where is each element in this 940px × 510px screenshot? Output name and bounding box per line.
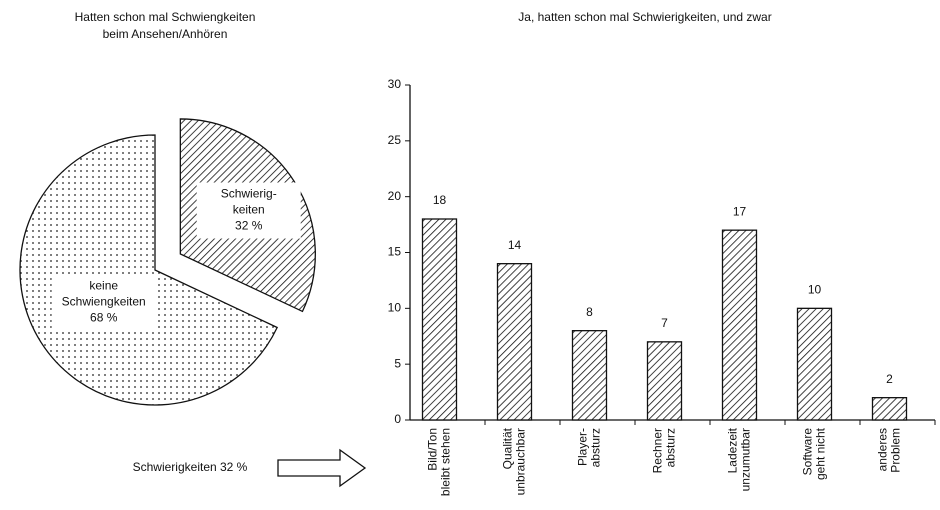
data-label: 7 <box>661 316 668 330</box>
data-label: 18 <box>433 193 447 207</box>
x-tick-label: unzumutbar <box>739 428 753 491</box>
slice-label: keine <box>89 279 118 293</box>
chart-title: Hatten schon mal Schwiengkeiten <box>75 10 256 24</box>
y-tick-label: 30 <box>388 77 402 91</box>
slice-value-label: 32 % <box>235 219 263 233</box>
chart-title: beim Ansehen/Anhören <box>103 27 228 41</box>
y-tick-label: 10 <box>388 301 402 315</box>
y-tick-label: 15 <box>388 245 402 259</box>
bar <box>496 263 533 421</box>
x-tick-label: geht nicht <box>814 427 828 480</box>
x-tick-label: absturz <box>589 428 603 467</box>
slice-label: Schwiengkeiten <box>62 295 146 309</box>
label-background <box>196 182 301 239</box>
x-tick-label: Qualität <box>501 427 515 469</box>
bar <box>871 397 908 421</box>
slice-label: keiten <box>233 203 265 217</box>
bar <box>571 330 608 421</box>
data-label: 14 <box>508 238 522 252</box>
slice-value-label: 68 % <box>90 311 118 325</box>
x-tick-label: absturz <box>664 428 678 467</box>
data-label: 17 <box>733 204 747 218</box>
bar <box>796 307 833 421</box>
data-label: 8 <box>586 305 593 319</box>
y-tick-label: 25 <box>388 133 402 147</box>
annotation: Schwierigkeiten 32 % <box>133 460 248 474</box>
x-tick-label: Problem <box>889 428 903 473</box>
x-tick-label: Rechner <box>651 428 665 473</box>
bar <box>646 341 683 421</box>
x-tick-label: Bild/Ton <box>426 428 440 471</box>
x-tick-label: anderes <box>876 428 890 471</box>
bar <box>421 218 458 421</box>
x-tick-label: bleibt stehen <box>439 428 453 496</box>
data-label: 10 <box>808 283 822 297</box>
x-tick-label: Ladezeit <box>726 427 740 473</box>
y-tick-label: 0 <box>394 412 401 426</box>
slice-label: Schwierig- <box>221 187 277 201</box>
y-tick-label: 5 <box>394 356 401 370</box>
y-tick-label: 20 <box>388 189 402 203</box>
pie-slice <box>19 134 279 406</box>
x-tick-label: Player- <box>576 428 590 466</box>
data-label: 2 <box>886 372 893 386</box>
chart-title: Ja, hatten schon mal Schwierigkeiten, un… <box>518 10 771 24</box>
bar <box>721 229 758 421</box>
x-tick-label: Software <box>801 428 815 476</box>
x-tick-label: unbrauchbar <box>514 428 528 495</box>
arrow <box>277 448 367 488</box>
label-background <box>51 274 156 331</box>
